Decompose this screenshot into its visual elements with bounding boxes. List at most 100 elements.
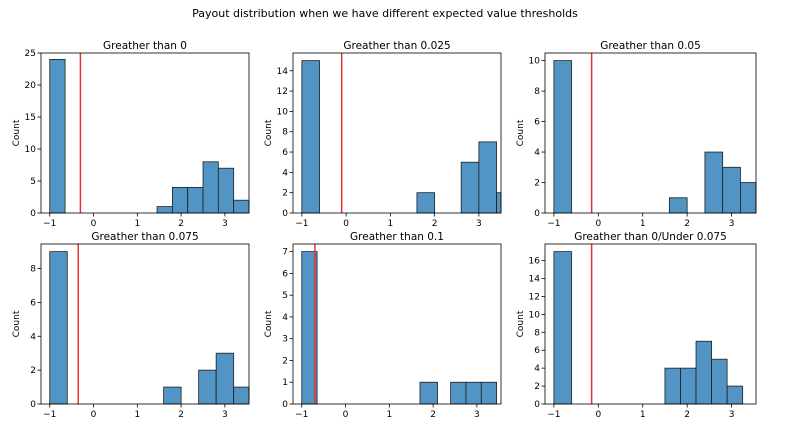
histogram-bar — [416, 192, 436, 214]
histogram-bar — [664, 367, 681, 405]
histogram-bar — [553, 251, 573, 405]
x-tick-label: −1 — [295, 219, 308, 229]
histogram-bar — [496, 192, 502, 214]
y-tick-label: 1 — [282, 378, 288, 388]
histogram-bar — [49, 59, 66, 214]
y-tick-label: 5 — [30, 177, 36, 187]
y-axis-label: Count — [12, 310, 22, 337]
x-tick-label: 2 — [684, 219, 690, 229]
x-tick-label: 1 — [134, 219, 140, 229]
y-tick-label: 4 — [282, 313, 288, 323]
x-tick-label: 1 — [387, 219, 393, 229]
y-tick-label: 20 — [25, 81, 37, 91]
figure-title: Payout distribution when we have differe… — [192, 7, 578, 20]
y-tick-label: 10 — [277, 107, 289, 117]
subplot-title: Greather than 0.075 — [91, 231, 198, 243]
histogram-bar — [301, 60, 320, 214]
histogram-bar — [171, 186, 189, 214]
x-tick-label: 3 — [222, 410, 228, 420]
histogram-bar — [711, 358, 728, 405]
y-tick-label: 8 — [282, 128, 288, 138]
y-tick-label: 8 — [534, 328, 540, 338]
y-tick-label: 12 — [277, 87, 288, 97]
axes-frame — [292, 52, 502, 214]
y-tick-label: 2 — [534, 382, 540, 392]
subplot-title: Greather than 0.05 — [600, 40, 701, 52]
x-tick-label: 2 — [178, 219, 184, 229]
histogram-bar — [49, 251, 68, 405]
histogram-bar — [680, 367, 697, 405]
y-tick-label: 25 — [25, 49, 36, 59]
histogram-bar — [163, 386, 182, 405]
y-tick-label: 6 — [282, 148, 288, 158]
x-tick-label: −1 — [547, 410, 560, 420]
y-tick-label: 4 — [30, 332, 36, 342]
subplot-5: −1 0 1 2 3 0 1 2 3 4 5 6 7 Greather than 0.1 Count — [264, 231, 502, 420]
y-tick-label: 4 — [282, 168, 288, 178]
x-tick-label: 0 — [595, 410, 601, 420]
y-tick-label: 4 — [534, 364, 540, 374]
y-tick-label: 10 — [529, 310, 541, 320]
histogram-bar — [215, 352, 235, 405]
y-tick-label: 15 — [25, 113, 36, 123]
y-tick-label: 4 — [534, 148, 540, 158]
y-tick-label: 6 — [30, 298, 36, 308]
y-axis-label: Count — [516, 119, 526, 146]
y-tick-label: 0 — [534, 209, 540, 219]
axes-frame — [544, 243, 757, 405]
histogram-bar — [704, 151, 724, 214]
x-tick-label: 0 — [91, 410, 97, 420]
subplot-title: Greather than 0 — [103, 40, 187, 52]
x-tick-label: −1 — [43, 410, 56, 420]
histogram-bar — [740, 182, 757, 214]
y-axis-label: Count — [264, 119, 274, 146]
x-tick-label: 2 — [430, 410, 436, 420]
axes-frame — [292, 243, 502, 405]
y-tick-label: 2 — [30, 366, 36, 376]
histogram-bar — [233, 199, 250, 214]
x-tick-label: 3 — [729, 219, 735, 229]
histogram-bar — [156, 206, 173, 214]
subplot-title: Greather than 0.1 — [350, 231, 444, 243]
x-tick-label: 2 — [178, 410, 184, 420]
x-tick-label: 0 — [343, 219, 349, 229]
histogram-bar — [668, 197, 688, 214]
y-tick-label: 6 — [534, 346, 540, 356]
y-tick-label: 2 — [282, 189, 288, 199]
y-tick-label: 14 — [277, 67, 289, 77]
y-tick-label: 0 — [282, 400, 288, 410]
histogram-bar — [202, 161, 219, 214]
x-tick-label: 0 — [91, 219, 97, 229]
y-tick-label: 10 — [529, 57, 541, 67]
subplot-1: −1 0 1 2 3 0 5 10 15 20 25 Greather than 0 Count — [12, 40, 250, 229]
y-axis-label: Count — [264, 310, 274, 337]
y-tick-label: 10 — [25, 145, 37, 155]
y-tick-label: 2 — [282, 356, 288, 366]
x-tick-label: −1 — [547, 219, 560, 229]
histogram-bar — [217, 167, 235, 214]
y-tick-label: 12 — [529, 292, 540, 302]
x-tick-label: 1 — [134, 410, 140, 420]
x-tick-label: −1 — [295, 410, 308, 420]
y-tick-label: 8 — [30, 265, 36, 275]
histogram-bar — [726, 385, 744, 405]
y-tick-label: 0 — [282, 209, 288, 219]
y-tick-label: 3 — [282, 335, 288, 345]
histogram-bar — [233, 386, 250, 405]
x-tick-label: 0 — [595, 219, 601, 229]
histogram-bar — [187, 186, 204, 214]
histogram-bar — [419, 381, 438, 405]
subplot-title: Greather than 0/Under 0.075 — [574, 231, 727, 243]
x-tick-label: 3 — [222, 219, 228, 229]
y-axis-label: Count — [12, 119, 22, 146]
x-tick-label: 3 — [476, 219, 482, 229]
y-tick-label: 8 — [534, 87, 540, 97]
histogram-bar — [553, 60, 573, 214]
x-tick-label: 2 — [432, 219, 438, 229]
histogram-bar — [695, 340, 712, 405]
x-tick-label: 3 — [474, 410, 480, 420]
histogram-bar — [480, 381, 498, 405]
